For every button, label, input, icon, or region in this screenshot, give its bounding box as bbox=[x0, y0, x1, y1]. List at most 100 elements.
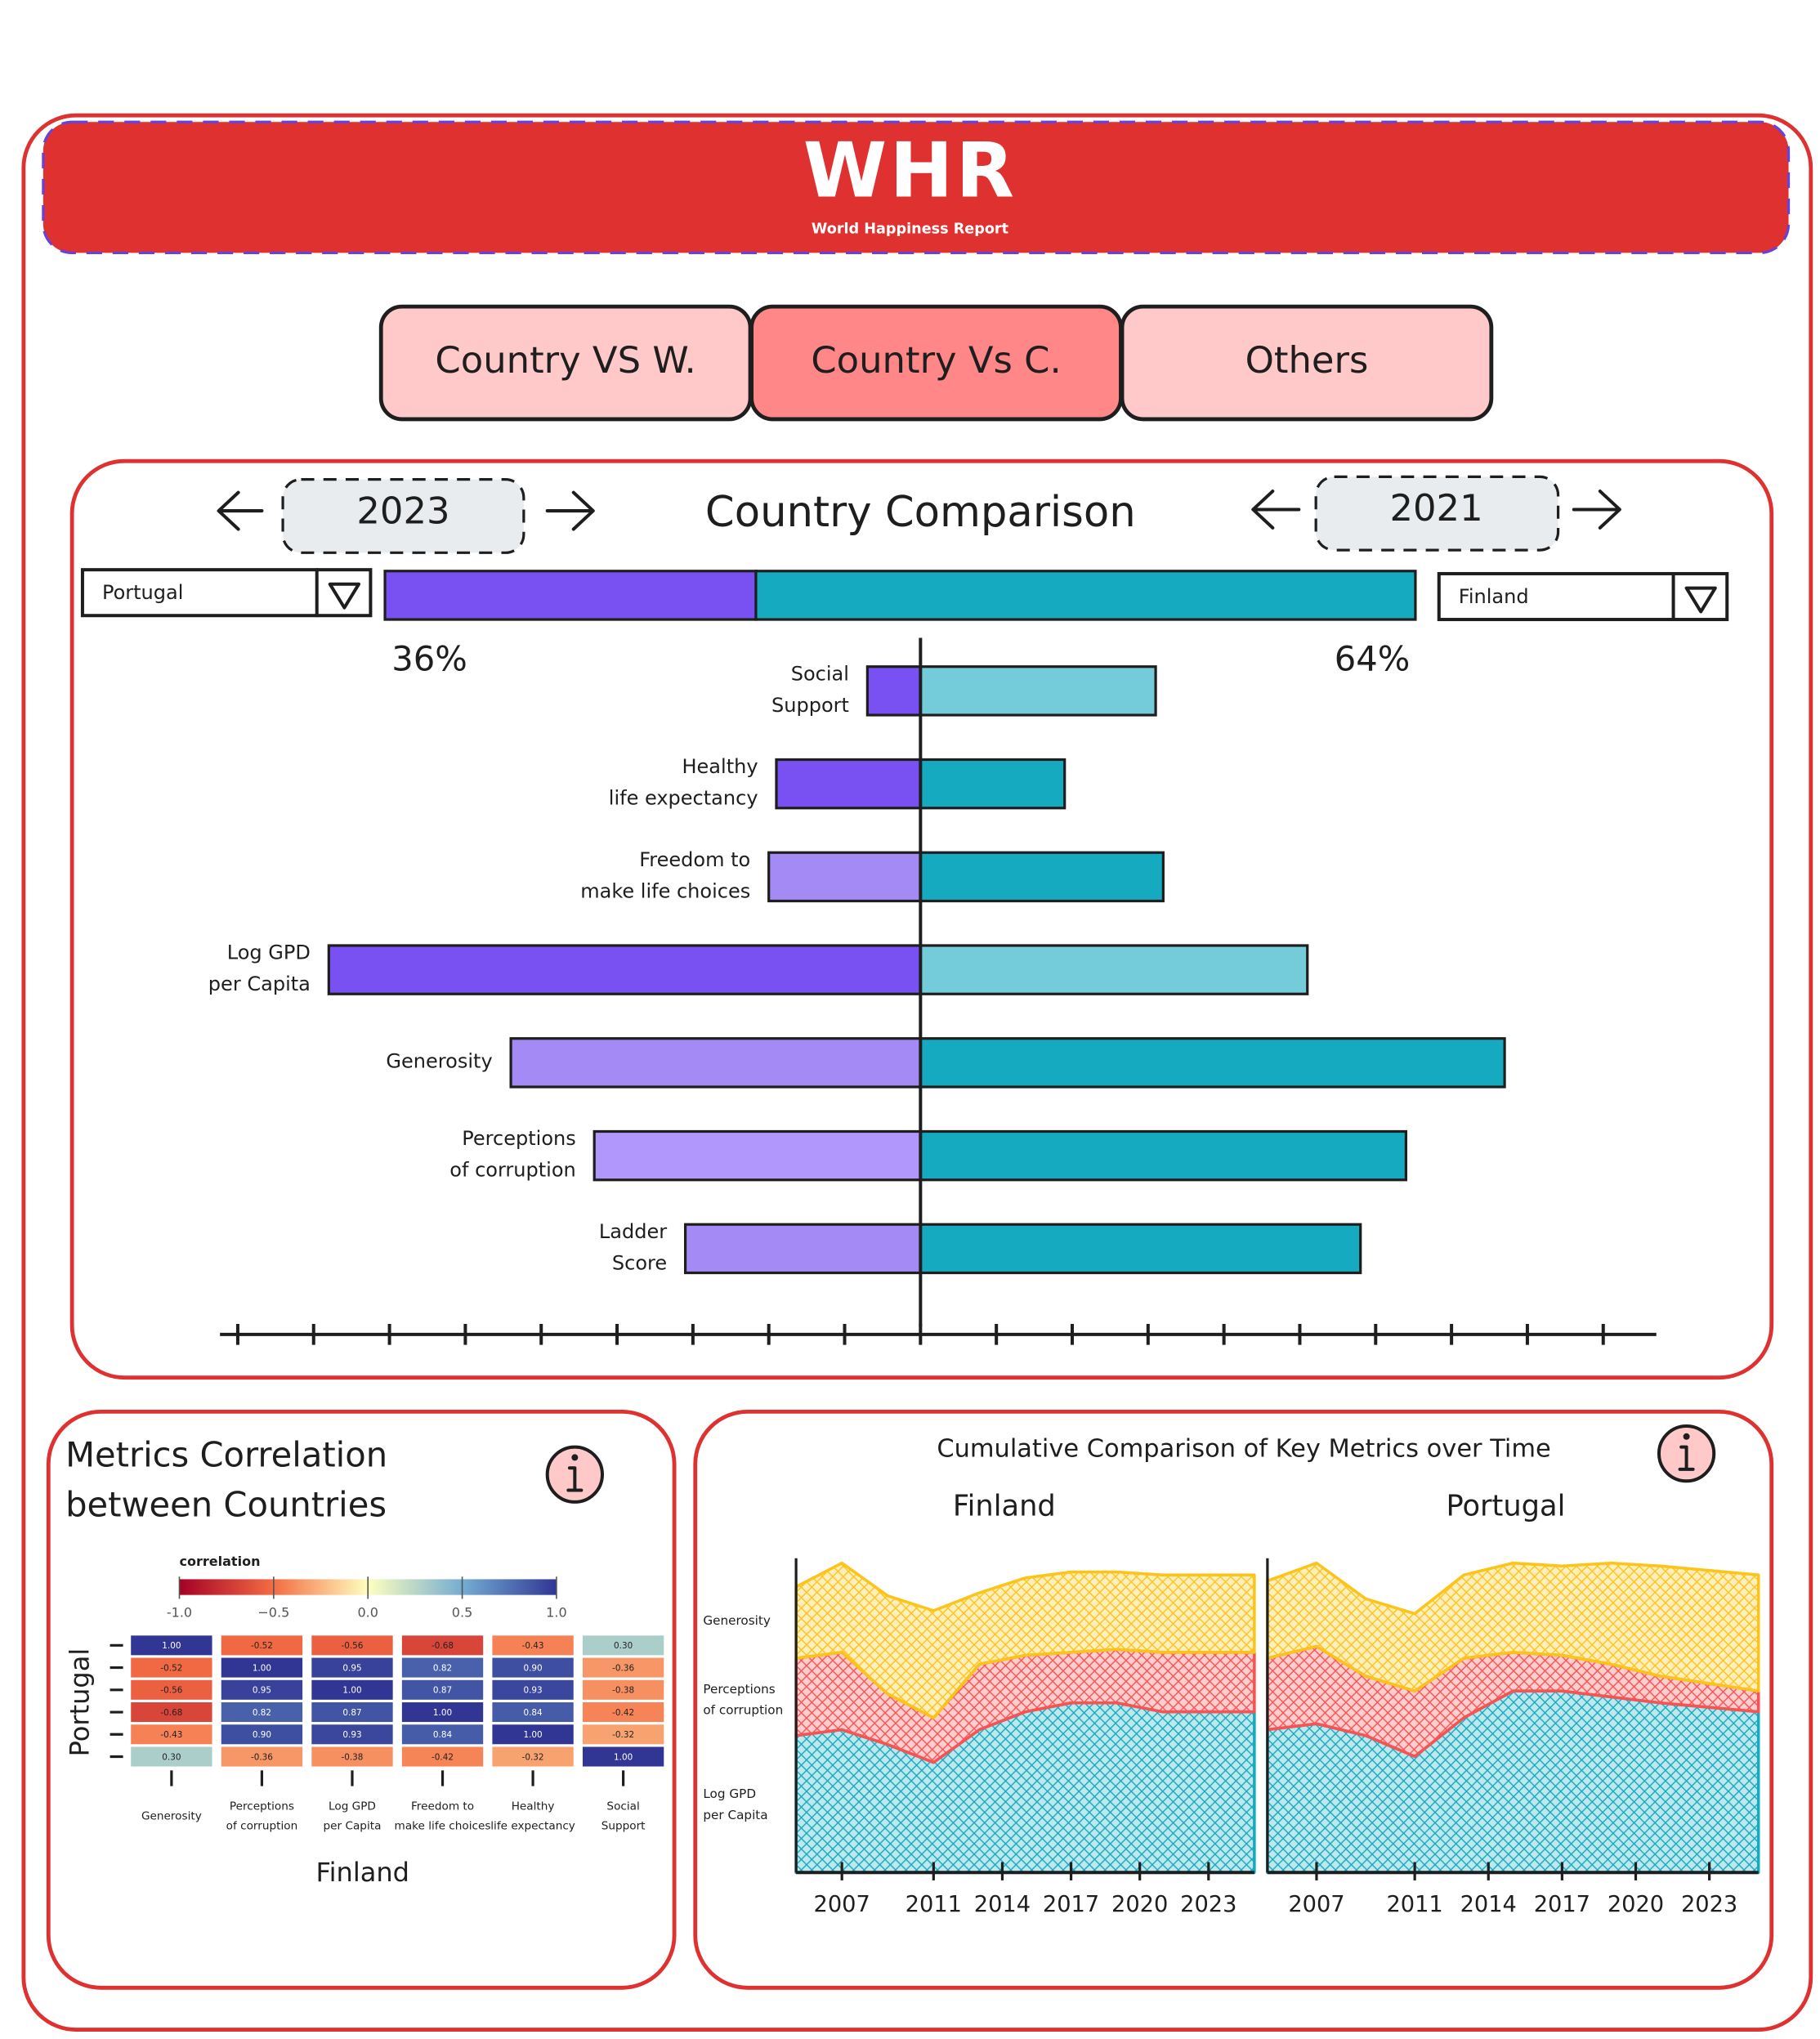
bar bbox=[919, 1129, 1408, 1182]
category-label: Generosity bbox=[386, 1050, 492, 1073]
bar bbox=[593, 1129, 922, 1182]
tab-label: Country Vs C. bbox=[811, 338, 1061, 382]
cell-label: 0.84 bbox=[433, 1730, 453, 1740]
category-label: Healthy life expectancy bbox=[609, 755, 758, 809]
cell-label: -0.56 bbox=[342, 1641, 364, 1651]
bar bbox=[919, 758, 1067, 810]
heat-cell bbox=[492, 1635, 574, 1656]
cell-label: -0.38 bbox=[612, 1686, 634, 1696]
cell-label: -0.43 bbox=[522, 1641, 544, 1651]
share-segment bbox=[754, 570, 1417, 621]
dropdown-caret[interactable] bbox=[315, 568, 360, 618]
comparison-title: Country Comparison bbox=[705, 488, 1136, 537]
heat-cell bbox=[131, 1724, 212, 1745]
heat-cell bbox=[492, 1724, 574, 1745]
year-value: 2023 bbox=[356, 489, 449, 532]
heat-cell bbox=[131, 1679, 212, 1700]
bar bbox=[919, 665, 1157, 717]
x-tick-label: 2020 bbox=[1608, 1892, 1664, 1917]
x-tick-label: 2011 bbox=[1386, 1892, 1442, 1917]
panel-subtitle: Finland bbox=[953, 1489, 1056, 1523]
tab-bar: Country VS W. Country Vs C. Others bbox=[378, 304, 1494, 422]
heat-cell bbox=[401, 1702, 484, 1723]
cell-label: 0.95 bbox=[253, 1686, 271, 1696]
heat-cell bbox=[311, 1724, 393, 1745]
heat-cell bbox=[311, 1702, 393, 1723]
cell-label: -0.36 bbox=[251, 1752, 273, 1762]
x-tick-label: 2017 bbox=[1043, 1892, 1099, 1917]
tab[interactable] bbox=[1120, 304, 1494, 422]
tab-label: Others bbox=[1245, 338, 1369, 382]
info-icon[interactable] bbox=[1657, 1424, 1716, 1483]
cell-label: 0.93 bbox=[523, 1686, 542, 1696]
heat-cell bbox=[492, 1746, 574, 1767]
x-tick-label: 2014 bbox=[974, 1892, 1031, 1917]
colorbar-tick-label: 1.0 bbox=[546, 1605, 566, 1621]
year-picker[interactable] bbox=[1314, 475, 1560, 552]
heat-cell bbox=[131, 1702, 212, 1723]
prev-year-arrow[interactable] bbox=[1251, 490, 1301, 530]
cell-label: 0.87 bbox=[342, 1708, 361, 1718]
heat-cell bbox=[582, 1746, 664, 1767]
info-icon[interactable] bbox=[545, 1445, 604, 1504]
stacked-area-chart: Cumulative Comparison of Key Metrics ove… bbox=[703, 1434, 1760, 1917]
next-year-arrow[interactable] bbox=[545, 490, 595, 531]
heat-cell bbox=[492, 1657, 574, 1678]
heat-cell bbox=[582, 1702, 664, 1723]
next-year-arrow[interactable] bbox=[1572, 490, 1621, 530]
cell-label: -0.32 bbox=[522, 1752, 544, 1762]
x-tick-label: 2020 bbox=[1111, 1892, 1168, 1917]
cell-label: 0.95 bbox=[342, 1663, 361, 1673]
x-tick-label: 2011 bbox=[906, 1892, 962, 1917]
heat-cell bbox=[311, 1635, 393, 1656]
cell-label: 0.84 bbox=[523, 1708, 543, 1718]
category-label: Log GPD per Capita bbox=[208, 941, 311, 995]
bar bbox=[509, 1037, 922, 1089]
colorbar-tick-label: 0.5 bbox=[452, 1605, 472, 1621]
colorbar-tick-label: 0.0 bbox=[357, 1605, 378, 1621]
bar bbox=[865, 665, 922, 717]
cell-label: 1.00 bbox=[433, 1708, 452, 1718]
colorbar-title: correlation bbox=[179, 1554, 260, 1569]
country-dropdown[interactable] bbox=[80, 568, 373, 618]
category-label: Perceptions of corruption bbox=[449, 1127, 575, 1181]
bar bbox=[919, 1037, 1506, 1089]
heat-cell bbox=[401, 1657, 484, 1678]
dropdown-caret[interactable] bbox=[1671, 571, 1717, 622]
bar bbox=[327, 944, 922, 995]
bar bbox=[767, 851, 922, 903]
x-tick-label: 2007 bbox=[1288, 1892, 1344, 1917]
year-picker[interactable] bbox=[281, 478, 525, 554]
heat-cell bbox=[582, 1679, 664, 1700]
bar bbox=[919, 944, 1309, 995]
year-value: 2021 bbox=[1389, 486, 1482, 530]
cell-label: 1.00 bbox=[614, 1752, 633, 1762]
country-dropdown[interactable] bbox=[1437, 571, 1729, 622]
panel-title: Cumulative Comparison of Key Metrics ove… bbox=[937, 1434, 1550, 1463]
bar bbox=[683, 1223, 922, 1275]
heat-cell bbox=[221, 1657, 303, 1678]
dropdown-value: Finland bbox=[1459, 585, 1529, 608]
heat-cell bbox=[492, 1679, 574, 1700]
heat-cell bbox=[311, 1746, 393, 1767]
heat-cell bbox=[401, 1724, 484, 1745]
heat-cell bbox=[221, 1724, 303, 1745]
prev-year-arrow[interactable] bbox=[217, 490, 264, 531]
bar bbox=[919, 1223, 1362, 1275]
cell-label: 1.00 bbox=[342, 1686, 361, 1696]
colorbar-tick-label: −0.5 bbox=[257, 1605, 289, 1621]
heat-cell bbox=[401, 1746, 484, 1767]
cell-label: 0.82 bbox=[433, 1663, 452, 1673]
y-axis-title: Portugal bbox=[64, 1648, 95, 1757]
cell-label: -0.52 bbox=[251, 1641, 273, 1651]
cell-label: -0.56 bbox=[160, 1686, 182, 1696]
cell-label: 1.00 bbox=[523, 1730, 542, 1740]
cell-label: 0.82 bbox=[253, 1708, 271, 1718]
x-tick-label: 2017 bbox=[1534, 1892, 1590, 1917]
heat-cell bbox=[131, 1635, 212, 1656]
heat-cell bbox=[131, 1657, 212, 1678]
share-segment bbox=[383, 570, 758, 621]
cell-label: 0.87 bbox=[433, 1686, 452, 1696]
cell-label: -0.36 bbox=[612, 1663, 634, 1673]
